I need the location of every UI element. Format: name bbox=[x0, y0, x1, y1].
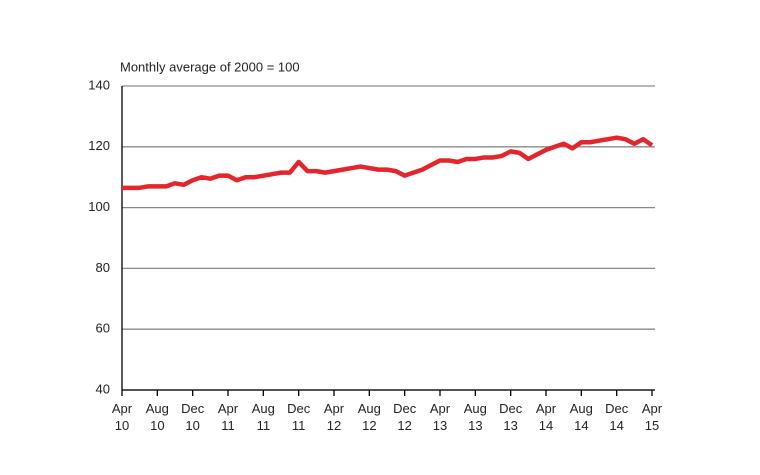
x-tick-label: Dec 12 bbox=[393, 401, 417, 433]
y-tick-label: 40 bbox=[96, 381, 110, 396]
x-tick-label: Aug 12 bbox=[357, 401, 381, 433]
x-tick-label: Aug 11 bbox=[251, 401, 275, 433]
x-tick-label: Dec 11 bbox=[287, 401, 311, 433]
y-tick-label: 80 bbox=[96, 260, 110, 275]
chart-subtitle: Monthly average of 2000 = 100 bbox=[120, 59, 300, 74]
x-tick-label: Dec 10 bbox=[181, 401, 205, 433]
x-tick-label: Apr 12 bbox=[323, 401, 345, 433]
y-tick-label: 60 bbox=[96, 321, 110, 336]
x-tick-label: Apr 14 bbox=[535, 401, 557, 433]
x-tick-label: Aug 13 bbox=[463, 401, 487, 433]
y-tick-label: 100 bbox=[88, 199, 110, 214]
data-line bbox=[122, 135, 654, 191]
x-tick-label: Apr 15 bbox=[641, 401, 663, 433]
x-tick-label: Apr 13 bbox=[429, 401, 451, 433]
x-tick-label: Aug 10 bbox=[145, 401, 169, 433]
x-tick-label: Dec 14 bbox=[605, 401, 629, 433]
y-tick-label: 140 bbox=[88, 77, 110, 92]
y-tick-label: 120 bbox=[88, 138, 110, 153]
x-tick-label: Apr 10 bbox=[111, 401, 133, 433]
x-tick-label: Aug 14 bbox=[569, 401, 593, 433]
x-tick-label: Dec 13 bbox=[499, 401, 523, 433]
x-tick-label: Apr 11 bbox=[217, 401, 239, 433]
